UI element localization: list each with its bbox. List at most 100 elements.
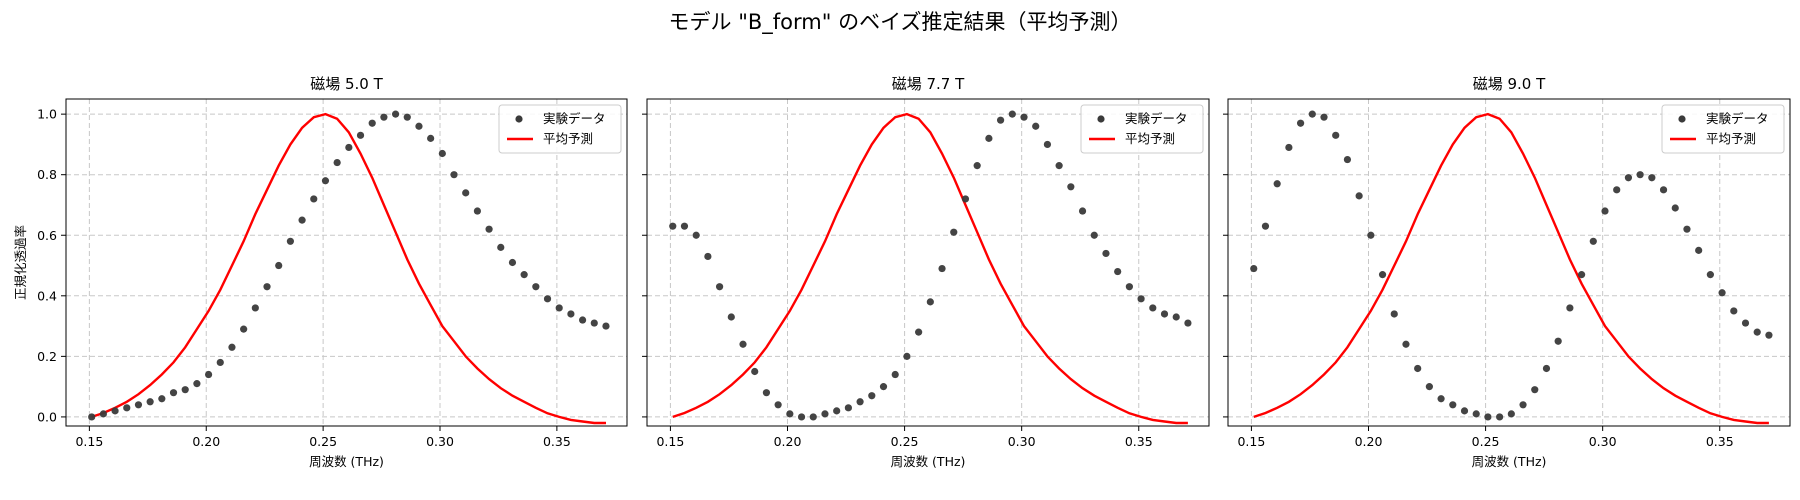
data-point: [1507, 410, 1515, 418]
legend-box: [1661, 104, 1785, 154]
data-point: [1577, 271, 1586, 279]
data-point: [497, 243, 505, 251]
x-tick-label: 0.20: [774, 434, 802, 449]
y-tick-label: 0.6: [37, 228, 57, 243]
data-point: [438, 149, 446, 158]
data-point: [1296, 119, 1305, 127]
data-point: [380, 113, 388, 121]
x-tick-label: 0.30: [1008, 434, 1036, 449]
y-tick-label: 0.8: [37, 167, 57, 182]
plot-frame: [646, 98, 1210, 427]
data-point: [473, 207, 481, 215]
data-point: [821, 410, 829, 418]
x-axis-label: 周波数 (THz): [1472, 454, 1547, 469]
data-point: [158, 395, 166, 403]
data-point: [1367, 231, 1375, 239]
data-point: [680, 222, 689, 230]
chart-panel-1: 0.15 0.20 0.25 0.30 0.35 0.0 0.2 0.4 0.6 0.8 1.0 磁場…: [13, 75, 628, 469]
data-point: [774, 401, 782, 409]
x-tick-label: 0.35: [1706, 434, 1734, 449]
data-point: [786, 410, 794, 418]
data-point: [333, 158, 341, 167]
data-point: [1425, 383, 1433, 391]
data-point: [1718, 289, 1726, 297]
figure-title: モデル "B_form" のベイズ推定結果（平均予測）: [668, 10, 1132, 34]
data-point: [1261, 222, 1270, 230]
data-point: [520, 271, 528, 279]
legend-marker-data: [1678, 115, 1686, 123]
data-point: [310, 195, 318, 203]
plot-frame: [65, 98, 628, 427]
data-point: [1184, 319, 1192, 327]
data-point: [1102, 249, 1110, 258]
x-tick-label: 0.15: [1237, 434, 1265, 449]
data-point: [1531, 386, 1539, 394]
data-point: [263, 283, 271, 291]
data-point: [809, 413, 817, 421]
data-point: [1683, 225, 1691, 233]
data-point: [1149, 304, 1157, 312]
x-tick-label: 0.30: [1589, 434, 1617, 449]
data-point: [1437, 395, 1445, 403]
data-point: [961, 195, 970, 203]
data-point: [1706, 271, 1714, 279]
data-point: [1601, 207, 1609, 215]
data-point: [996, 116, 1005, 124]
chart-panel-3: 0.15 0.20 0.25 0.30 0.35 磁場 9.0 T 周波数 (THz) 実験デ…: [1223, 75, 1791, 469]
y-tick-label: 0.2: [37, 349, 57, 364]
data-point: [1542, 364, 1551, 373]
data-point: [134, 401, 143, 409]
data-point: [1484, 413, 1492, 421]
data-point: [99, 410, 107, 418]
data-point: [88, 413, 96, 421]
legend-label-data: 実験データ: [1706, 111, 1769, 126]
data-point: [1671, 204, 1679, 212]
data-point: [1250, 264, 1258, 273]
data-point: [1753, 328, 1761, 336]
data-point: [181, 386, 189, 394]
legend-label-prediction: 平均予測: [543, 131, 593, 146]
legend-box: [1080, 104, 1204, 154]
legend-marker-data: [515, 115, 523, 123]
data-point: [286, 237, 294, 245]
data-point: [715, 283, 724, 291]
legend-box: [498, 104, 622, 154]
x-tick-label: 0.15: [656, 434, 684, 449]
x-tick-label: 0.35: [543, 434, 571, 449]
data-point: [111, 407, 119, 415]
data-point: [1320, 113, 1328, 121]
data-point: [356, 131, 365, 139]
data-point: [926, 298, 934, 306]
data-point: [275, 261, 283, 270]
data-point: [903, 352, 911, 360]
data-point: [1636, 171, 1644, 179]
x-axis-label: 周波数 (THz): [309, 454, 384, 469]
x-tick-label: 0.20: [192, 434, 220, 449]
data-point: [146, 398, 154, 406]
data-point: [555, 304, 563, 312]
data-point: [1390, 310, 1398, 318]
data-point: [844, 404, 852, 412]
data-point: [228, 343, 236, 351]
data-point: [485, 225, 493, 233]
x-tick-label: 0.35: [1125, 434, 1153, 449]
data-point: [345, 143, 353, 152]
prediction-line: [1253, 112, 1769, 425]
y-axis-label: 正規化透過率: [13, 225, 28, 300]
data-point: [391, 110, 400, 118]
data-point: [1613, 186, 1621, 194]
data-point: [1137, 295, 1145, 303]
data-point: [1008, 110, 1016, 118]
data-point: [1067, 183, 1075, 191]
data-point: [1519, 401, 1527, 409]
data-point: [123, 404, 131, 412]
data-point: [1078, 207, 1087, 215]
plot-frame: [1227, 98, 1791, 427]
data-point: [1449, 401, 1457, 409]
data-point: [1730, 307, 1738, 315]
legend-label-prediction: 平均予測: [1125, 131, 1175, 146]
